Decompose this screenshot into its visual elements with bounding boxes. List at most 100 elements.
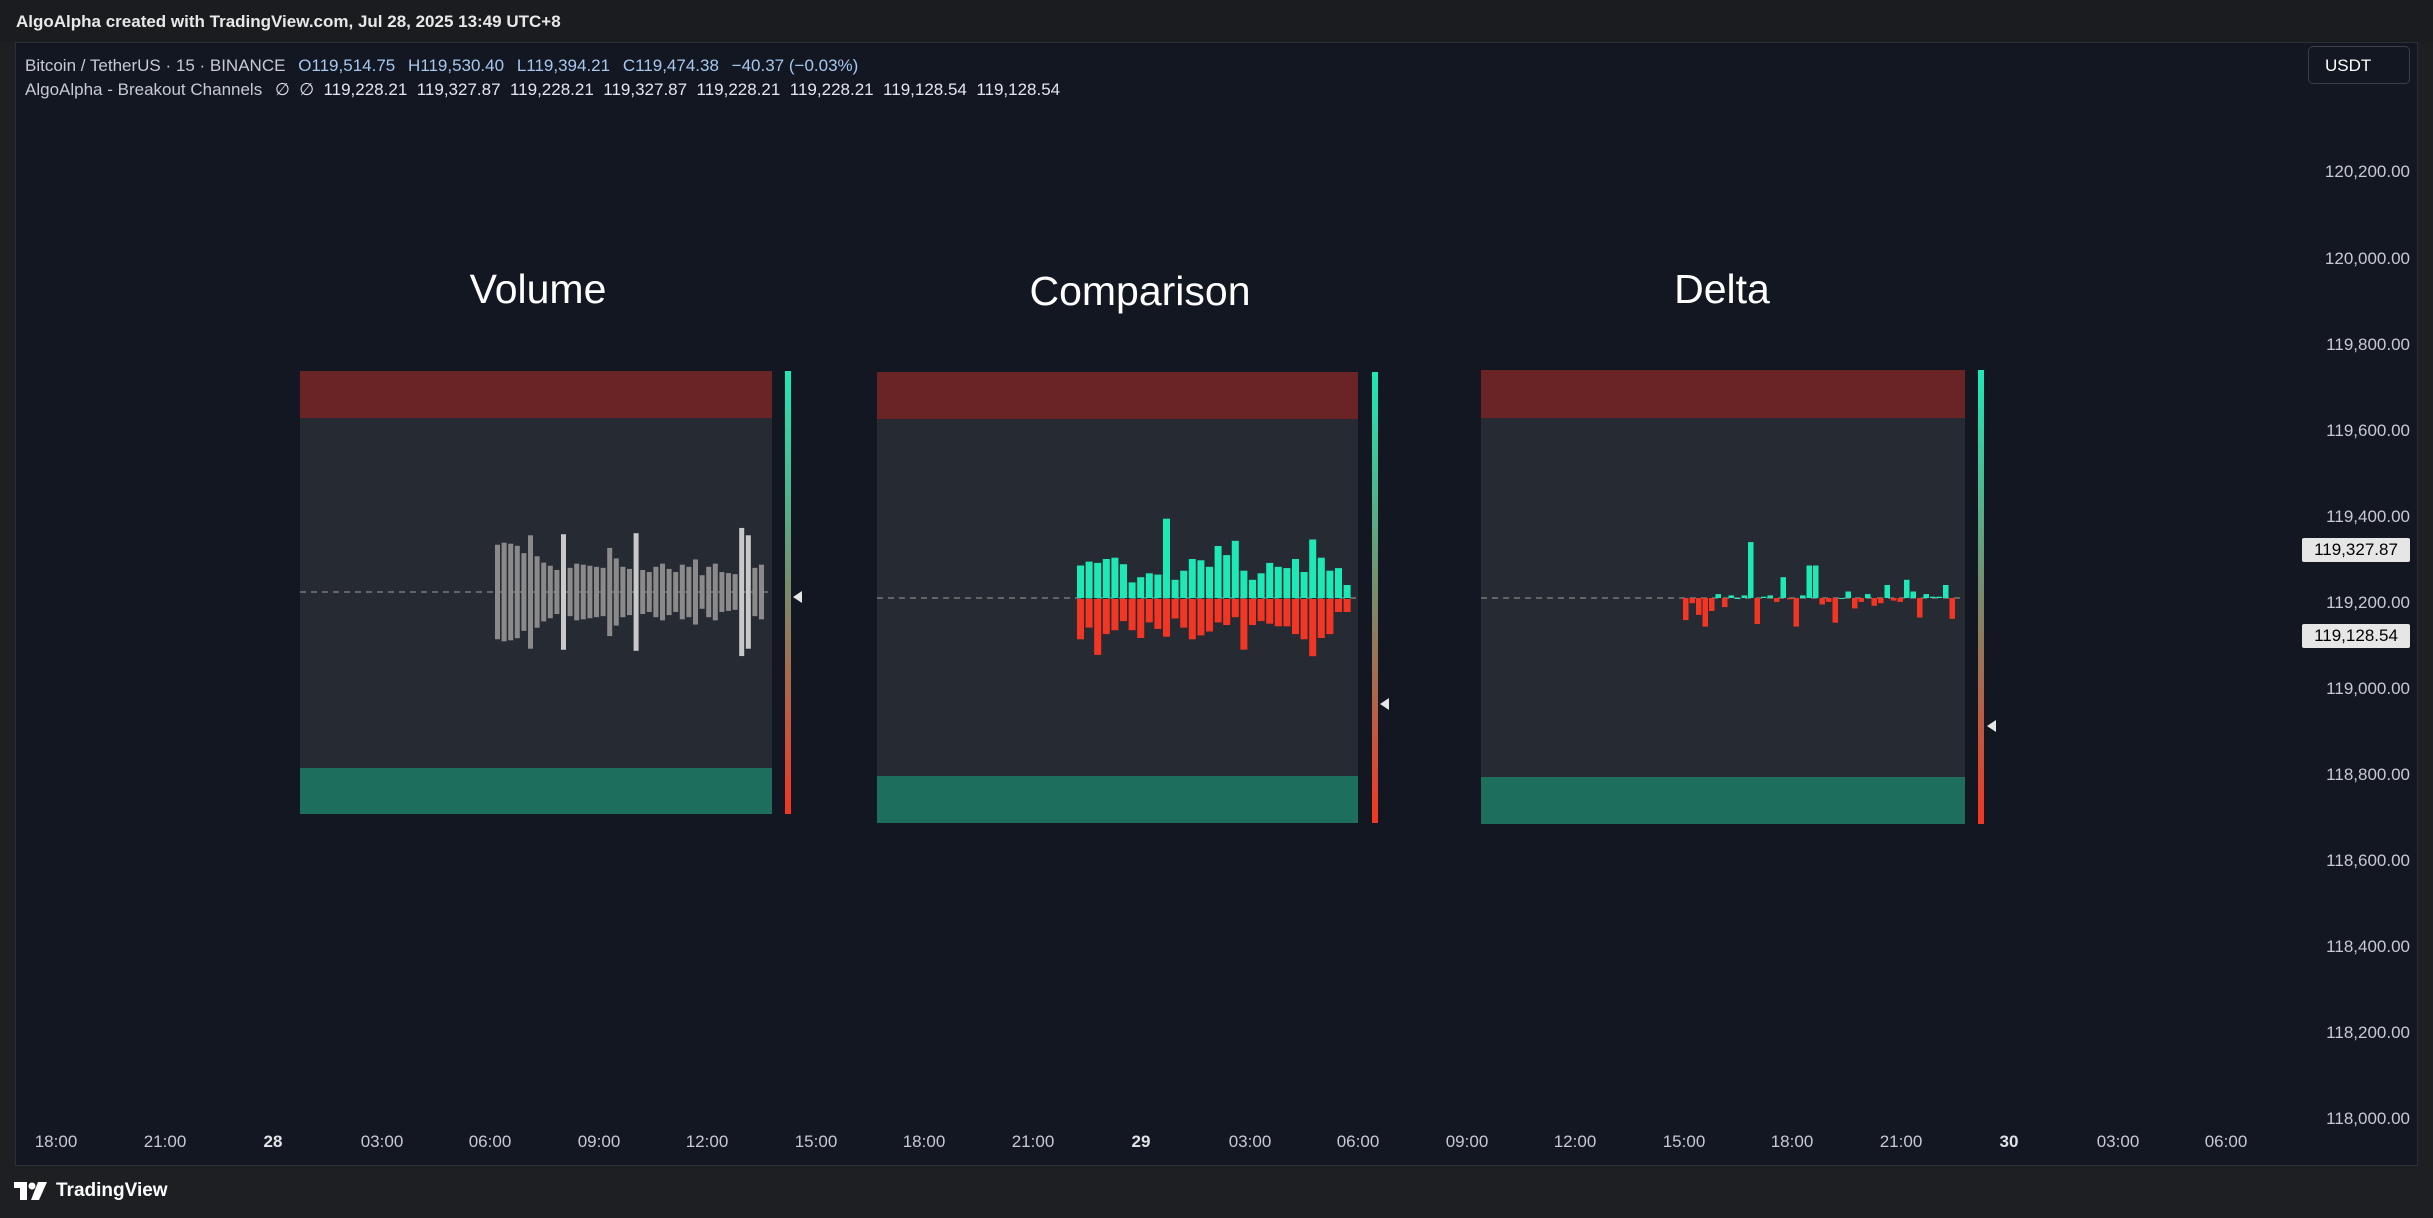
comparison-sell-bar: [1343, 599, 1351, 612]
delta-negative-bar: [1793, 598, 1799, 627]
delta-negative-bar: [1702, 598, 1708, 627]
time-tick: 28: [263, 1132, 283, 1151]
price-tick: 119,400.00: [2326, 507, 2410, 526]
time-tick: 06:00: [468, 1132, 512, 1151]
time-tick: 03:00: [360, 1132, 404, 1151]
delta-positive-bar: [1930, 596, 1936, 598]
volume-top-zone: [300, 371, 772, 418]
volume-bar: [561, 534, 566, 650]
panel-title-comparison: Comparison: [1029, 268, 1251, 314]
delta-positive-bar: [1767, 595, 1773, 598]
time-tick: 21:00: [143, 1132, 187, 1151]
price-tick: 119,800.00: [2326, 335, 2410, 354]
delta-negative-bar: [1774, 598, 1780, 602]
delta-negative-bar: [1722, 598, 1728, 608]
comparison-buy-bar: [1292, 559, 1299, 598]
volume-bar: [620, 566, 626, 618]
volume-bar: [534, 556, 540, 628]
delta-negative-bar: [1819, 598, 1825, 605]
volume-bar: [745, 535, 751, 649]
comparison-sell-bar: [1257, 599, 1265, 622]
comparison-buy-bar: [1145, 573, 1153, 598]
indicator-values: ∅ ∅ 119,228.21 119,327.87 119,228.21 119…: [274, 80, 1061, 99]
time-axis[interactable]: 18:00 21:00 28 03:00 06:00 09:00 12:00 1…: [0, 1132, 2300, 1158]
time-tick: 29: [1131, 1132, 1151, 1151]
comparison-sell-bar: [1171, 599, 1179, 619]
delta-positive-bar: [1936, 596, 1942, 598]
comparison-sell-bar: [1145, 599, 1153, 623]
volume-bar: [646, 572, 652, 612]
time-tick: 18:00: [902, 1132, 946, 1151]
delta-positive-bar: [1741, 595, 1747, 598]
indicator-name[interactable]: AlgoAlpha - Breakout Channels: [25, 80, 263, 99]
comparison-sell-bar: [1154, 599, 1162, 629]
comparison-buy-bar: [1257, 573, 1265, 598]
comparison-buy-bar: [1197, 560, 1205, 598]
comparison-buy-bar: [1326, 570, 1334, 598]
comparison-sell-bar: [1326, 599, 1334, 635]
volume-bar: [528, 535, 533, 649]
comparison-sell-bar: [1102, 599, 1110, 635]
comparison-bars: [1077, 518, 1351, 657]
time-tick: 21:00: [1879, 1132, 1923, 1151]
delta-positive-bar: [1780, 577, 1786, 598]
delta-positive-bar: [1715, 594, 1721, 598]
comparison-buy-bar: [1274, 566, 1282, 598]
comparison-buy-bar: [1163, 518, 1170, 598]
volume-bar: [712, 563, 718, 621]
time-tick: 18:00: [1770, 1132, 1814, 1151]
delta-gauge-marker-icon: [1987, 720, 1996, 732]
comparison-sell-bar: [1111, 599, 1119, 631]
comparison-sell-bar: [1231, 599, 1239, 618]
volume-bar: [594, 566, 599, 618]
comparison-buy-bar: [1077, 565, 1084, 598]
volume-bar: [666, 568, 672, 616]
comparison-sell-bar: [1317, 599, 1325, 638]
comparison-buy-bar: [1223, 555, 1231, 598]
volume-bar: [521, 553, 527, 631]
symbol-name[interactable]: Bitcoin / TetherUS · 15 · BINANCE: [25, 56, 286, 75]
volume-bar: [554, 569, 560, 615]
delta-positive-bar: [1813, 565, 1819, 598]
delta-positive-bar: [1806, 565, 1812, 598]
volume-bar: [732, 574, 738, 610]
comparison-buy-bar: [1180, 570, 1188, 598]
comparison-sell-bar: [1077, 599, 1084, 640]
symbol-legend-row: Bitcoin / TetherUS · 15 · BINANCE O119,5…: [25, 54, 1068, 78]
delta-positive-bar: [1884, 585, 1890, 598]
comparison-buy-bar: [1249, 579, 1256, 598]
comparison-buy-bar: [1094, 562, 1102, 598]
comparison-sell-bar: [1197, 599, 1205, 636]
low-value: L119,394.21: [516, 56, 611, 75]
comparison-sell-bar: [1309, 599, 1317, 657]
comparison-top-zone: [877, 372, 1358, 419]
price-axis[interactable]: 120,200.00 120,000.00 119,800.00 119,600…: [2300, 0, 2410, 1218]
volume-bar: [640, 569, 646, 615]
volume-bars: [495, 527, 764, 657]
delta-positive-bar: [1728, 595, 1734, 598]
delta-gauge: [1978, 370, 1984, 824]
comparison-sell-bar: [1283, 599, 1291, 627]
comparison-buy-bar: [1154, 574, 1162, 598]
delta-negative-bar: [1689, 598, 1695, 604]
volume-bar: [541, 562, 547, 622]
currency-button[interactable]: USDT: [2308, 46, 2410, 84]
tradingview-logo-icon: [14, 1182, 47, 1200]
comparison-sell-bar: [1335, 599, 1342, 612]
delta-positive-bar: [1800, 595, 1806, 598]
comparison-buy-bar: [1309, 539, 1317, 598]
delta-negative-bar: [1826, 598, 1832, 602]
volume-bar: [739, 527, 745, 657]
time-tick: 09:00: [1445, 1132, 1489, 1151]
comparison-buy-bar: [1120, 564, 1127, 598]
price-tick: 120,000.00: [2324, 249, 2410, 268]
delta-negative-bar: [1754, 598, 1760, 624]
legend: Bitcoin / TetherUS · 15 · BINANCE O119,5…: [25, 54, 1068, 102]
comparison-sell-bar: [1188, 599, 1196, 640]
tradingview-logo[interactable]: TradingView: [14, 1180, 168, 1202]
delta-positive-bar: [1910, 591, 1916, 598]
comparison-sell-bar: [1128, 599, 1136, 631]
volume-bar: [706, 566, 712, 618]
delta-negative-bar: [1917, 598, 1923, 618]
time-tick: 12:00: [685, 1132, 729, 1151]
